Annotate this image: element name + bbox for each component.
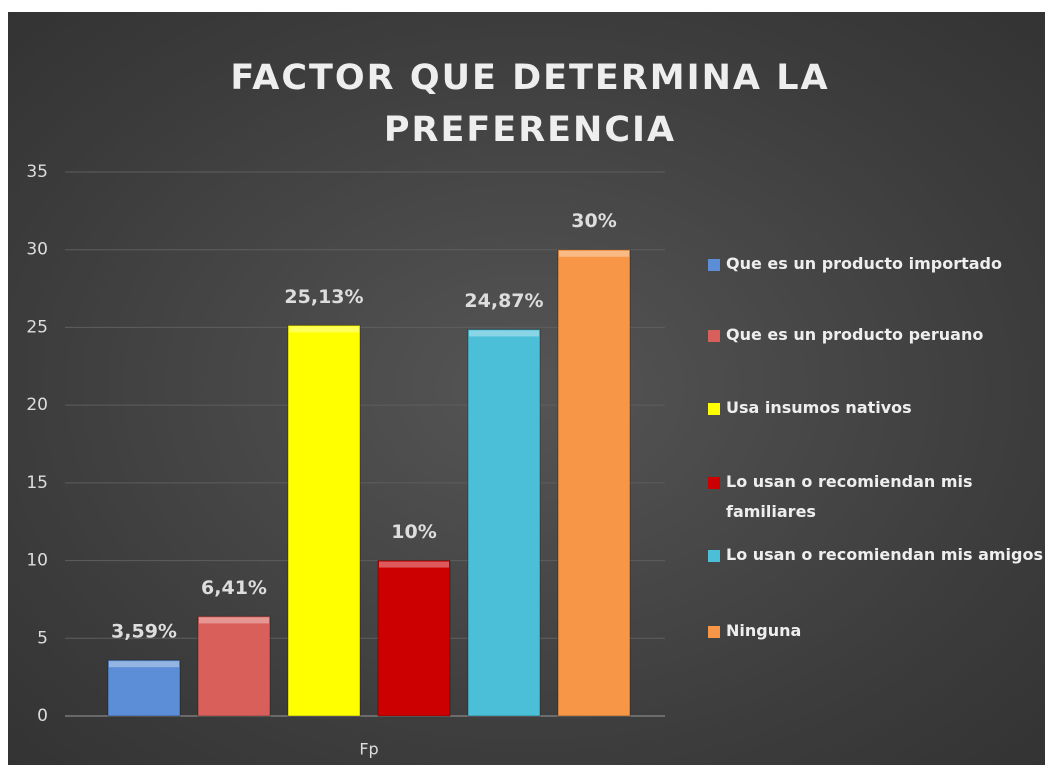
legend-entry: Que es un producto importado — [708, 249, 1053, 279]
legend-entry: Que es un producto peruano — [708, 320, 1053, 350]
data-label: 10% — [391, 521, 436, 543]
data-label: 6,41% — [201, 577, 267, 599]
bar — [557, 249, 631, 717]
legend-label: Lo usan o recomiendan mis familiares — [726, 472, 973, 521]
legend-entry: Usa insumos nativos — [708, 393, 1053, 423]
y-tick-label: 35 — [26, 162, 48, 182]
legend-swatch — [708, 626, 720, 638]
legend-label: Usa insumos nativos — [726, 398, 912, 417]
bar-bevel — [379, 561, 449, 568]
y-tick-label: 10 — [26, 551, 48, 571]
legend-label: Que es un producto peruano — [726, 325, 984, 344]
y-tick-label: 30 — [26, 240, 48, 260]
bar-bevel — [109, 661, 179, 668]
legend-swatch — [708, 477, 720, 489]
y-tick-label: 20 — [26, 395, 48, 415]
y-tick-label: 15 — [26, 473, 48, 493]
bar — [107, 659, 181, 717]
legend-entry: Lo usan o recomiendan mis familiares — [708, 467, 1053, 527]
bar — [377, 560, 451, 717]
legend-label: Lo usan o recomiendan mis amigos — [726, 545, 1043, 564]
bar — [287, 324, 361, 717]
bar-bevel — [199, 617, 269, 624]
data-label: 25,13% — [284, 286, 363, 308]
legend-label: Que es un producto importado — [726, 254, 1002, 273]
chart-title: FACTOR QUE DETERMINA LA PREFERENCIA — [230, 58, 830, 150]
bar-bevel — [559, 250, 629, 257]
data-label: 3,59% — [111, 621, 177, 643]
legend-entry: Ninguna — [708, 616, 1053, 646]
bar-bevel — [469, 330, 539, 337]
y-tick-label: 5 — [37, 628, 48, 648]
legend-label: Ninguna — [726, 621, 802, 640]
legend-swatch — [708, 550, 720, 562]
legend-swatch — [708, 259, 720, 271]
bar-bevel — [289, 326, 359, 333]
legend-entry: Lo usan o recomiendan mis amigos — [708, 540, 1053, 570]
bar — [197, 615, 271, 717]
y-tick-label: 0 — [37, 706, 48, 726]
legend-swatch — [708, 330, 720, 342]
data-label: 24,87% — [464, 290, 543, 312]
data-label: 30% — [571, 210, 616, 232]
bar — [467, 328, 541, 717]
x-tick-label: Fp — [359, 740, 378, 759]
legend-swatch — [708, 403, 720, 415]
y-tick-label: 25 — [26, 317, 48, 337]
